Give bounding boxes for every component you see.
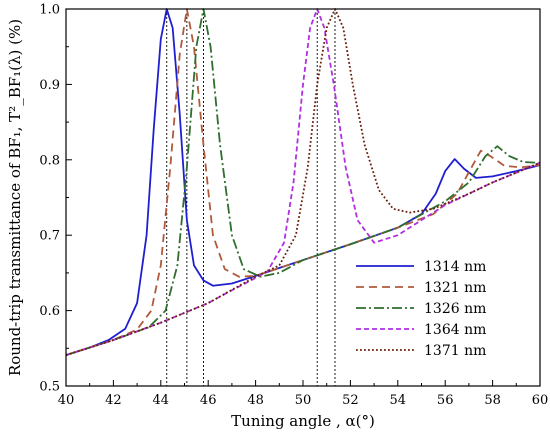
series-line-1364-nm: [65, 8, 541, 356]
x-axis-title: Tuning angle , α(°): [231, 412, 375, 430]
x-tick-label: 40: [58, 393, 75, 408]
x-tick-label: 54: [390, 393, 407, 408]
series-layer: [65, 8, 541, 356]
legend-label: 1371 nm: [424, 343, 486, 359]
x-tick-label: 50: [295, 393, 312, 408]
x-tick-label: 58: [484, 393, 501, 408]
y-tick-label: 0.5: [39, 380, 60, 395]
x-tick-label: 56: [437, 393, 454, 408]
legend: 1314 nm 1321 nm 1326 nm 1364 nm 1371 nm: [356, 259, 486, 359]
x-tick-label: 60: [532, 393, 549, 408]
y-tick-label: 0.9: [39, 78, 60, 93]
x-tick-label: 46: [200, 393, 217, 408]
y-axis-title: Round-trip transmittance of BF₁, T²_BF₁(…: [6, 19, 24, 376]
y-tick-label: 1.0: [39, 3, 60, 18]
series-line-1314-nm: [65, 8, 541, 356]
y-tick-label: 0.6: [39, 304, 60, 319]
series-line-1321-nm: [65, 8, 541, 356]
y-tick-label: 0.7: [39, 229, 60, 244]
y-tick-label: 0.8: [39, 153, 60, 168]
x-tick-label: 48: [247, 393, 264, 408]
x-axis: 40 42 44 46 48 50 52 54 56 58 60: [58, 380, 549, 408]
x-tick-label: 52: [342, 393, 359, 408]
legend-label: 1321 nm: [424, 280, 486, 296]
legend-label: 1364 nm: [424, 322, 486, 338]
vertical-marker-lines: [166, 9, 336, 386]
legend-label: 1326 nm: [424, 301, 486, 317]
series-line-1326-nm: [65, 8, 541, 356]
x-tick-label: 44: [153, 393, 170, 408]
x-tick-label: 42: [105, 393, 122, 408]
legend-label: 1314 nm: [424, 259, 486, 275]
y-axis: 0.5 0.6 0.7 0.8 0.9 1.0: [39, 3, 72, 395]
